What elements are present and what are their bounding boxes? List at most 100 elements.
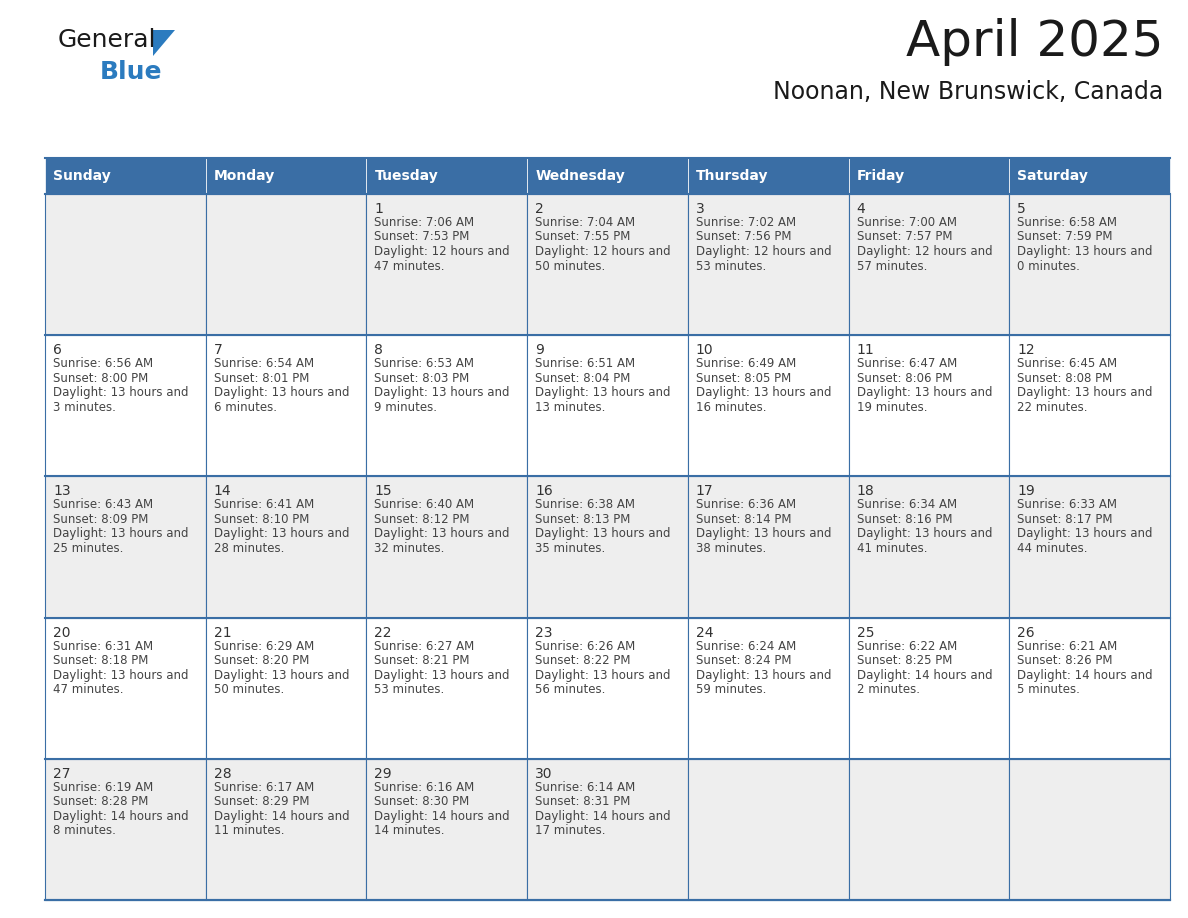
Text: 17 minutes.: 17 minutes.: [535, 824, 606, 837]
Text: Sunset: 8:06 PM: Sunset: 8:06 PM: [857, 372, 952, 385]
Text: Sunrise: 6:40 AM: Sunrise: 6:40 AM: [374, 498, 474, 511]
Text: Sunset: 8:03 PM: Sunset: 8:03 PM: [374, 372, 469, 385]
Bar: [527, 194, 688, 335]
Bar: [1010, 476, 1170, 618]
Text: Sunset: 8:25 PM: Sunset: 8:25 PM: [857, 655, 952, 667]
Bar: [1010, 158, 1170, 194]
Text: Sunrise: 7:04 AM: Sunrise: 7:04 AM: [535, 216, 636, 229]
Text: 27: 27: [53, 767, 70, 781]
Text: Sunset: 7:55 PM: Sunset: 7:55 PM: [535, 230, 631, 243]
Bar: [366, 618, 527, 759]
Text: Sunrise: 6:47 AM: Sunrise: 6:47 AM: [857, 357, 956, 370]
Text: 25 minutes.: 25 minutes.: [53, 542, 124, 554]
Bar: [688, 335, 848, 476]
Text: Sunrise: 6:22 AM: Sunrise: 6:22 AM: [857, 640, 956, 653]
Text: Sunset: 8:28 PM: Sunset: 8:28 PM: [53, 795, 148, 809]
Text: 22: 22: [374, 625, 392, 640]
Text: 28 minutes.: 28 minutes.: [214, 542, 284, 554]
Text: Sunrise: 6:51 AM: Sunrise: 6:51 AM: [535, 357, 636, 370]
Text: 19 minutes.: 19 minutes.: [857, 400, 927, 414]
Text: Sunset: 8:05 PM: Sunset: 8:05 PM: [696, 372, 791, 385]
Text: Daylight: 13 hours and: Daylight: 13 hours and: [696, 386, 832, 399]
Text: 5 minutes.: 5 minutes.: [1017, 683, 1080, 696]
Text: 3 minutes.: 3 minutes.: [53, 400, 116, 414]
Text: Tuesday: Tuesday: [374, 169, 438, 183]
Text: 2: 2: [535, 202, 544, 216]
Text: Daylight: 14 hours and: Daylight: 14 hours and: [374, 810, 510, 823]
Bar: [1010, 194, 1170, 335]
Bar: [688, 158, 848, 194]
Bar: [848, 158, 1010, 194]
Text: Sunrise: 6:26 AM: Sunrise: 6:26 AM: [535, 640, 636, 653]
Text: Daylight: 14 hours and: Daylight: 14 hours and: [857, 668, 992, 681]
Bar: [366, 759, 527, 900]
Text: Daylight: 13 hours and: Daylight: 13 hours and: [53, 668, 189, 681]
Bar: [206, 759, 366, 900]
Bar: [206, 194, 366, 335]
Text: Sunset: 8:29 PM: Sunset: 8:29 PM: [214, 795, 309, 809]
Bar: [1010, 759, 1170, 900]
Text: Sunrise: 6:45 AM: Sunrise: 6:45 AM: [1017, 357, 1118, 370]
Text: Daylight: 12 hours and: Daylight: 12 hours and: [857, 245, 992, 258]
Text: Sunset: 8:13 PM: Sunset: 8:13 PM: [535, 513, 631, 526]
Text: Sunset: 8:01 PM: Sunset: 8:01 PM: [214, 372, 309, 385]
Bar: [848, 759, 1010, 900]
Text: 7: 7: [214, 343, 222, 357]
Text: Daylight: 14 hours and: Daylight: 14 hours and: [1017, 668, 1152, 681]
Text: 47 minutes.: 47 minutes.: [53, 683, 124, 696]
Bar: [688, 194, 848, 335]
Text: Sunset: 7:57 PM: Sunset: 7:57 PM: [857, 230, 952, 243]
Text: Sunset: 8:09 PM: Sunset: 8:09 PM: [53, 513, 148, 526]
Text: 50 minutes.: 50 minutes.: [214, 683, 284, 696]
Bar: [848, 618, 1010, 759]
Text: 30: 30: [535, 767, 552, 781]
Text: Sunset: 8:31 PM: Sunset: 8:31 PM: [535, 795, 631, 809]
Text: 0 minutes.: 0 minutes.: [1017, 260, 1080, 273]
Text: Sunset: 8:12 PM: Sunset: 8:12 PM: [374, 513, 470, 526]
Text: Daylight: 13 hours and: Daylight: 13 hours and: [53, 528, 189, 541]
Text: 2 minutes.: 2 minutes.: [857, 683, 920, 696]
Text: Sunday: Sunday: [53, 169, 110, 183]
Text: 14 minutes.: 14 minutes.: [374, 824, 446, 837]
Bar: [206, 618, 366, 759]
Text: 5: 5: [1017, 202, 1026, 216]
Text: Blue: Blue: [100, 60, 163, 84]
Text: Daylight: 14 hours and: Daylight: 14 hours and: [53, 810, 189, 823]
Text: 20: 20: [53, 625, 70, 640]
Text: Sunrise: 6:49 AM: Sunrise: 6:49 AM: [696, 357, 796, 370]
Text: Daylight: 12 hours and: Daylight: 12 hours and: [535, 245, 671, 258]
Bar: [1010, 618, 1170, 759]
Text: 47 minutes.: 47 minutes.: [374, 260, 446, 273]
Text: Sunrise: 7:06 AM: Sunrise: 7:06 AM: [374, 216, 474, 229]
Text: Daylight: 12 hours and: Daylight: 12 hours and: [696, 245, 832, 258]
Text: Sunrise: 6:14 AM: Sunrise: 6:14 AM: [535, 781, 636, 794]
Text: Daylight: 13 hours and: Daylight: 13 hours and: [374, 528, 510, 541]
Bar: [206, 335, 366, 476]
Text: Sunrise: 6:53 AM: Sunrise: 6:53 AM: [374, 357, 474, 370]
Bar: [366, 335, 527, 476]
Text: 18: 18: [857, 485, 874, 498]
Bar: [45, 476, 206, 618]
Text: Sunrise: 6:19 AM: Sunrise: 6:19 AM: [53, 781, 153, 794]
Text: Daylight: 13 hours and: Daylight: 13 hours and: [696, 668, 832, 681]
Text: Daylight: 13 hours and: Daylight: 13 hours and: [374, 386, 510, 399]
Text: Sunset: 8:26 PM: Sunset: 8:26 PM: [1017, 655, 1113, 667]
Text: Sunset: 8:18 PM: Sunset: 8:18 PM: [53, 655, 148, 667]
Text: Sunrise: 6:43 AM: Sunrise: 6:43 AM: [53, 498, 153, 511]
Text: 11: 11: [857, 343, 874, 357]
Text: Sunset: 8:20 PM: Sunset: 8:20 PM: [214, 655, 309, 667]
Text: Sunrise: 7:00 AM: Sunrise: 7:00 AM: [857, 216, 956, 229]
Text: Sunset: 8:14 PM: Sunset: 8:14 PM: [696, 513, 791, 526]
Bar: [366, 158, 527, 194]
Bar: [527, 476, 688, 618]
Text: 28: 28: [214, 767, 232, 781]
Bar: [45, 194, 206, 335]
Bar: [527, 335, 688, 476]
Bar: [1010, 335, 1170, 476]
Text: Sunset: 8:04 PM: Sunset: 8:04 PM: [535, 372, 631, 385]
Text: 1: 1: [374, 202, 384, 216]
Text: Daylight: 13 hours and: Daylight: 13 hours and: [214, 668, 349, 681]
Text: Sunset: 8:00 PM: Sunset: 8:00 PM: [53, 372, 148, 385]
Text: Sunset: 7:53 PM: Sunset: 7:53 PM: [374, 230, 469, 243]
Text: Daylight: 12 hours and: Daylight: 12 hours and: [374, 245, 510, 258]
